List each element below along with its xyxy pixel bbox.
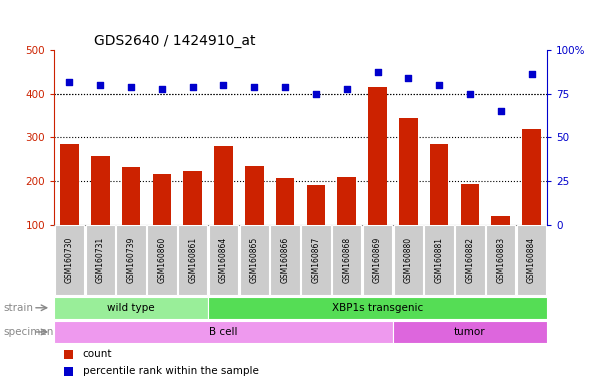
Bar <box>55 225 84 295</box>
Bar <box>394 225 423 295</box>
Bar <box>60 144 79 225</box>
Bar <box>393 321 547 343</box>
Text: GSM160868: GSM160868 <box>342 237 351 283</box>
Point <box>219 82 228 88</box>
Text: GSM160861: GSM160861 <box>188 237 197 283</box>
Text: GSM160860: GSM160860 <box>157 237 166 283</box>
Point <box>526 71 536 77</box>
Bar <box>276 178 294 225</box>
Text: GSM160883: GSM160883 <box>496 237 505 283</box>
Text: specimen: specimen <box>3 327 53 337</box>
Bar <box>307 185 325 225</box>
Text: count: count <box>83 349 112 359</box>
Bar <box>399 118 418 225</box>
Text: GSM160882: GSM160882 <box>465 237 474 283</box>
Bar <box>424 225 454 295</box>
Bar <box>214 146 233 225</box>
Point <box>496 108 505 114</box>
Bar <box>460 184 479 225</box>
Text: GSM160884: GSM160884 <box>527 237 536 283</box>
Bar <box>270 225 300 295</box>
Bar <box>363 225 392 295</box>
Point <box>126 84 136 90</box>
Point <box>96 82 105 88</box>
Bar <box>301 225 331 295</box>
Bar <box>338 177 356 225</box>
Text: GSM160731: GSM160731 <box>96 237 105 283</box>
Point <box>188 84 198 90</box>
Point <box>65 79 75 85</box>
Point <box>249 84 259 90</box>
Text: GSM160865: GSM160865 <box>250 237 259 283</box>
Text: GSM160869: GSM160869 <box>373 237 382 283</box>
Bar <box>85 225 115 295</box>
Point <box>373 69 382 75</box>
Bar <box>183 171 202 225</box>
Bar <box>208 297 547 319</box>
Bar <box>332 225 361 295</box>
Point <box>342 86 352 92</box>
Text: XBP1s transgenic: XBP1s transgenic <box>332 303 423 313</box>
Point <box>280 84 290 90</box>
Bar <box>517 225 546 295</box>
Point <box>465 91 475 97</box>
Bar <box>147 225 177 295</box>
Bar <box>178 225 207 295</box>
Text: strain: strain <box>3 303 33 313</box>
Bar <box>54 321 393 343</box>
Bar <box>522 129 541 225</box>
Bar <box>209 225 238 295</box>
Text: GSM160864: GSM160864 <box>219 237 228 283</box>
Text: wild type: wild type <box>108 303 155 313</box>
Text: GSM160880: GSM160880 <box>404 237 413 283</box>
Point <box>311 91 321 97</box>
Text: GSM160881: GSM160881 <box>435 237 444 283</box>
Bar <box>245 166 263 225</box>
Bar <box>430 144 448 225</box>
Bar <box>368 87 387 225</box>
Text: GSM160867: GSM160867 <box>311 237 320 283</box>
Bar <box>492 216 510 225</box>
Bar <box>117 225 146 295</box>
Point <box>403 75 413 81</box>
Bar <box>91 156 109 225</box>
Point <box>435 82 444 88</box>
Bar <box>64 367 73 376</box>
Bar <box>64 350 73 359</box>
Text: GSM160730: GSM160730 <box>65 237 74 283</box>
Text: GDS2640 / 1424910_at: GDS2640 / 1424910_at <box>94 33 255 48</box>
Bar <box>240 225 269 295</box>
Bar <box>486 225 516 295</box>
Text: tumor: tumor <box>454 327 486 337</box>
Point <box>157 86 166 92</box>
Bar <box>455 225 484 295</box>
Bar <box>54 297 208 319</box>
Text: GSM160739: GSM160739 <box>127 237 136 283</box>
Text: B cell: B cell <box>209 327 238 337</box>
Bar <box>153 174 171 225</box>
Text: percentile rank within the sample: percentile rank within the sample <box>83 366 258 376</box>
Bar <box>122 167 140 225</box>
Text: GSM160866: GSM160866 <box>281 237 290 283</box>
